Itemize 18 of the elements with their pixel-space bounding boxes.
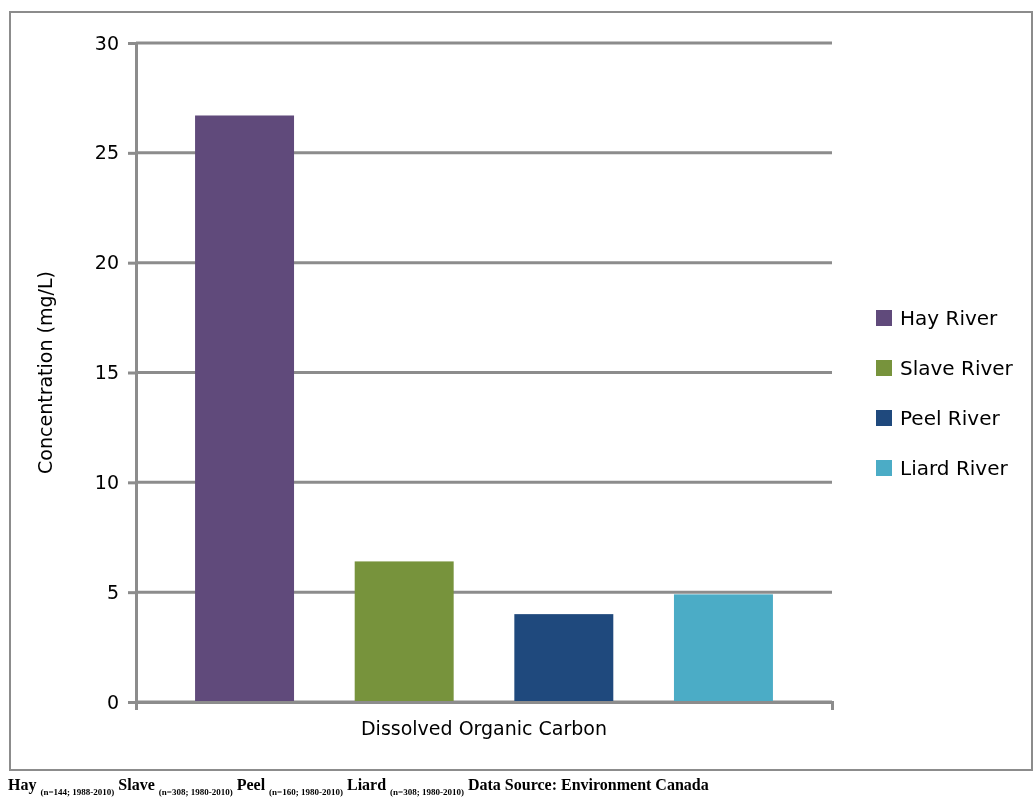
- text: Hay $_{(n=144; 1988-2010)}$ Slave $_{(n=308; 1980-2010)}$ Peel $_{(n=160; 1980-2010)}$ Liard $_{(n=308; 1980-2010)}$ Data Source: Environment Canada: [8, 776, 709, 797]
- legend-label: Slave River: [900, 356, 1014, 380]
- y-tick-label: 5: [106, 580, 119, 603]
- y-tick-label: 20: [94, 251, 119, 274]
- y-tick-label: 10: [94, 470, 119, 493]
- legend-label: Liard River: [900, 456, 1009, 480]
- bar: [354, 561, 454, 702]
- y-axis-title: Concentration (mg/L): [34, 271, 56, 474]
- legend-label: Peel River: [900, 406, 1001, 430]
- y-tick-label: 0: [106, 690, 119, 713]
- y-tick-label: 30: [94, 31, 119, 54]
- legend-label: Hay River: [900, 306, 999, 330]
- bar: [195, 115, 295, 702]
- bar: [514, 614, 614, 702]
- x-tick-label: Dissolved Organic Carbon: [360, 717, 608, 739]
- y-tick-label: 15: [94, 361, 119, 384]
- y-tick-label: 25: [94, 141, 119, 164]
- bar: [673, 594, 773, 702]
